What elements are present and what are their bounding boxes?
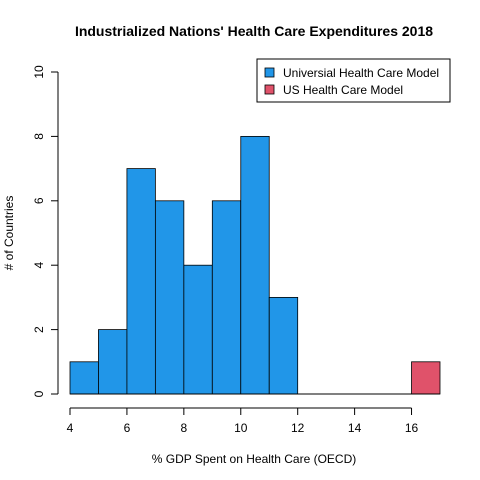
bars-layer (70, 136, 440, 394)
y-axis-label: # of Countries (2, 196, 16, 271)
bar-series0-bin-10 (241, 136, 269, 394)
y-tick-label-0: 0 (32, 390, 46, 397)
bar-series0-bin-9 (212, 201, 240, 394)
y-tick-label-10: 10 (32, 65, 46, 79)
x-tick-label-6: 6 (124, 421, 131, 435)
legend-label-us: US Health Care Model (283, 83, 403, 97)
y-tick-label-6: 6 (32, 197, 46, 204)
y-tick-label-4: 4 (32, 262, 46, 269)
x-tick-label-12: 12 (291, 421, 305, 435)
y-axis: 0 2 4 6 8 10 (32, 65, 58, 397)
bar-series0-bin-11 (269, 297, 297, 394)
chart-title: Industrialized Nations' Health Care Expe… (75, 23, 433, 39)
legend-label-universal: Universial Health Care Model (283, 66, 439, 80)
bar-series0-bin-4 (70, 362, 98, 394)
bar-series0-bin-7 (155, 201, 183, 394)
y-tick-label-2: 2 (32, 326, 46, 333)
bar-series1-bin-16 (412, 362, 440, 394)
x-tick-label-16: 16 (405, 421, 419, 435)
x-tick-label-4: 4 (67, 421, 74, 435)
x-axis-label: % GDP Spent on Health Care (OECD) (152, 452, 357, 466)
y-tick-label-8: 8 (32, 133, 46, 140)
bar-series0-bin-8 (184, 265, 212, 394)
legend-swatch-universal (265, 68, 274, 77)
x-tick-label-8: 8 (181, 421, 188, 435)
x-axis: 4 6 8 10 12 14 16 (67, 408, 419, 435)
x-tick-label-10: 10 (234, 421, 248, 435)
x-tick-label-14: 14 (348, 421, 362, 435)
legend: Universial Health Care Model US Health C… (257, 59, 450, 102)
bar-series0-bin-6 (127, 169, 155, 394)
bar-series0-bin-5 (98, 330, 126, 394)
legend-swatch-us (265, 85, 274, 94)
